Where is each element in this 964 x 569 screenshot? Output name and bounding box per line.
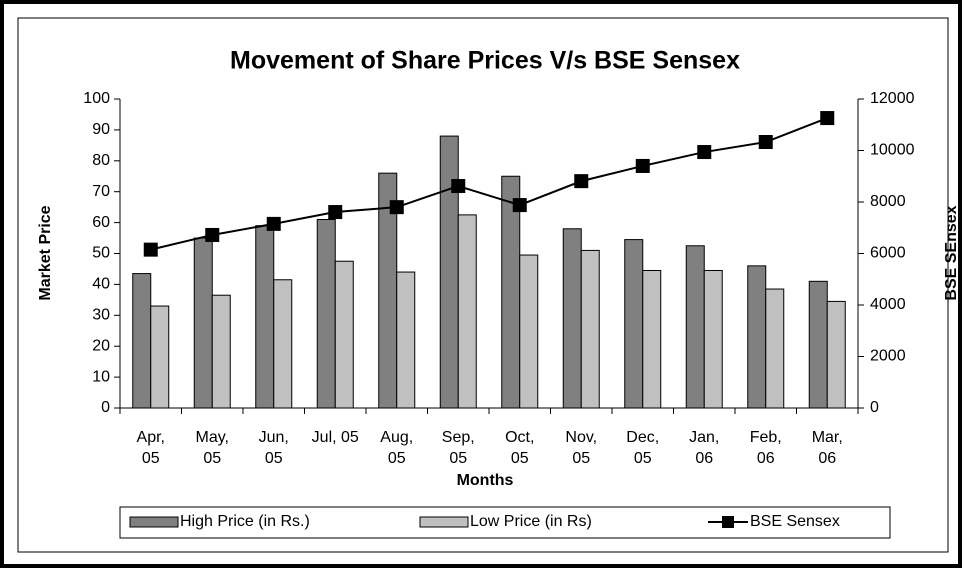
x-tick-label: Jan, 06 xyxy=(689,429,720,467)
x-axis-title: Months xyxy=(457,472,514,489)
bar xyxy=(747,265,767,409)
x-tick-label: Feb, 06 xyxy=(749,429,782,467)
y-axis-title: Market Price xyxy=(37,205,54,300)
y2-axis-title: BSE SEnsex xyxy=(943,205,960,300)
y2-tick-label: 8000 xyxy=(870,193,906,210)
y-tick-label: 40 xyxy=(92,276,110,293)
x-tick-label: Nov, 05 xyxy=(565,429,598,467)
bar xyxy=(211,294,231,409)
y-tick-label: 80 xyxy=(92,152,110,169)
bar xyxy=(580,249,600,409)
bar xyxy=(316,219,336,409)
legend-label: High Price (in Rs.) xyxy=(180,513,310,530)
y2-tick-label: 12000 xyxy=(870,90,915,107)
y-tick-label: 70 xyxy=(92,183,110,200)
marker xyxy=(205,227,220,242)
bar xyxy=(765,288,785,409)
bar xyxy=(519,254,539,409)
marker xyxy=(758,135,773,150)
bar xyxy=(808,280,828,409)
bar xyxy=(255,225,275,409)
legend-box xyxy=(119,506,891,539)
line xyxy=(150,117,828,251)
marker xyxy=(574,174,589,189)
x-tick-label: Jun, 05 xyxy=(258,429,289,467)
legend-label: BSE Sensex xyxy=(750,513,840,530)
y2-tick-label: 0 xyxy=(870,399,879,416)
bar xyxy=(685,245,705,409)
marker xyxy=(451,179,466,194)
marker xyxy=(143,242,158,257)
x-tick-label: Sep, 05 xyxy=(441,429,475,467)
bar xyxy=(642,269,662,409)
bar xyxy=(193,237,213,409)
y2-tick-label: 4000 xyxy=(870,296,906,313)
legend-swatch xyxy=(419,516,469,528)
y2-tick-label: 10000 xyxy=(870,142,915,159)
bar xyxy=(562,228,582,409)
marker xyxy=(635,158,650,173)
y-tick-label: 10 xyxy=(92,368,110,385)
marker xyxy=(389,200,404,215)
y-tick-label: 100 xyxy=(83,90,110,107)
x-tick-label: Dec, 05 xyxy=(626,429,660,467)
bar xyxy=(624,239,644,409)
y-tick-label: 50 xyxy=(92,245,110,262)
x-tick-label: Mar, 06 xyxy=(811,429,843,467)
x-tick-label: Jul, 05 xyxy=(311,429,359,446)
chart-title: Movement of Share Prices V/s BSE Sensex xyxy=(230,47,740,75)
y-tick-label: 60 xyxy=(92,214,110,231)
marker xyxy=(328,205,343,220)
marker xyxy=(266,216,281,231)
legend-swatch xyxy=(129,516,179,528)
y-tick-label: 20 xyxy=(92,337,110,354)
bar xyxy=(273,279,293,409)
bar xyxy=(396,271,416,409)
y-tick-label: 30 xyxy=(92,307,110,324)
y2-tick-label: 6000 xyxy=(870,245,906,262)
y-tick-label: 0 xyxy=(101,399,110,416)
bar xyxy=(334,260,354,409)
x-tick-label: Apr, 05 xyxy=(136,429,165,467)
bar xyxy=(439,135,459,409)
bar xyxy=(703,269,723,409)
chart-frame xyxy=(17,17,949,553)
marker xyxy=(512,198,527,213)
y2-tick-label: 2000 xyxy=(870,348,906,365)
y-tick-label: 90 xyxy=(92,121,110,138)
x-tick-label: Oct, 05 xyxy=(505,429,535,467)
legend-marker xyxy=(722,516,734,528)
x-tick-label: May, 05 xyxy=(195,429,229,467)
x-tick-label: Aug, 05 xyxy=(380,429,414,467)
bar xyxy=(132,273,152,409)
marker xyxy=(820,111,835,126)
bar xyxy=(150,305,170,409)
bar xyxy=(457,214,477,409)
legend-label: Low Price (in Rs) xyxy=(470,513,592,530)
bar xyxy=(826,300,846,409)
marker xyxy=(697,145,712,160)
